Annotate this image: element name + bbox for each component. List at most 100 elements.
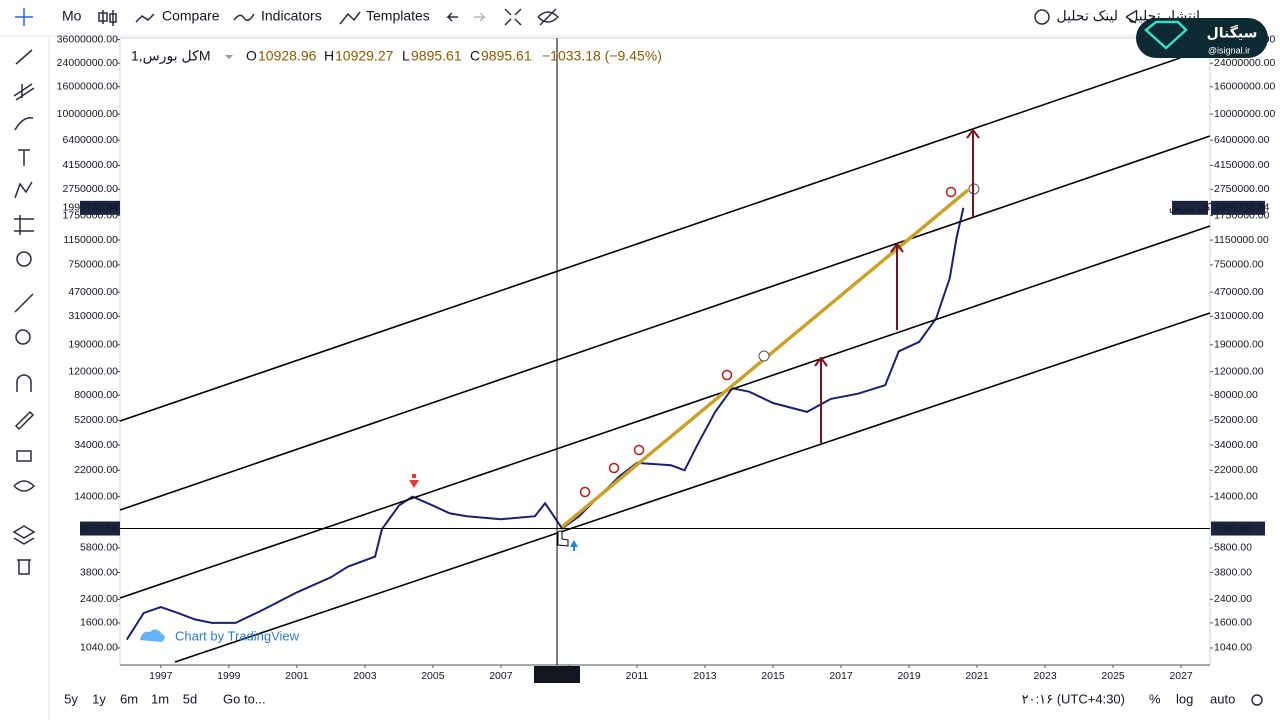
signal-marker bbox=[633, 444, 645, 456]
y-tick-label: 34000.00 bbox=[74, 439, 118, 451]
y-tick-label: 4150000.00 bbox=[1214, 159, 1270, 171]
magnet-tool[interactable] bbox=[16, 374, 32, 392]
symbol-label: کل بورس,1M bbox=[131, 48, 211, 65]
signal-marker bbox=[579, 486, 591, 498]
symbol-dropdown[interactable] bbox=[225, 55, 233, 59]
brush-tool[interactable] bbox=[14, 117, 34, 131]
y-tick-label: 6400000.00 bbox=[63, 134, 119, 146]
signal-marker bbox=[721, 369, 733, 381]
object-tree-tool[interactable] bbox=[12, 525, 36, 545]
interval-button[interactable]: Mo bbox=[62, 8, 82, 24]
share-icon[interactable] bbox=[1125, 10, 1137, 24]
y-tick-label: 10000000.00 bbox=[57, 108, 118, 120]
templates-button[interactable]: Templates bbox=[366, 8, 430, 24]
hide-button[interactable] bbox=[537, 8, 560, 26]
chart: 36000000.0036000000.0024000000.002400000… bbox=[57, 33, 1275, 683]
y-tick-label: 24000000.00 bbox=[1214, 57, 1275, 69]
goto-button[interactable]: Go to... bbox=[223, 691, 266, 706]
price-marker-label: 8093.60 bbox=[80, 522, 118, 534]
plot-area bbox=[119, 37, 1211, 666]
y-tick-label: 1600.00 bbox=[1214, 617, 1252, 629]
indicators-icon[interactable] bbox=[233, 13, 255, 21]
y-tick-label: 52000.00 bbox=[1214, 414, 1258, 426]
log-button[interactable]: log bbox=[1176, 691, 1193, 706]
y-tick-label: 24000000.00 bbox=[57, 57, 118, 69]
range-button[interactable]: 1y bbox=[92, 691, 106, 706]
x-tick-label: 2005 bbox=[421, 670, 445, 682]
visibility-tool[interactable] bbox=[13, 480, 36, 492]
price-marker-box bbox=[1211, 200, 1265, 215]
settings-button[interactable] bbox=[1034, 9, 1050, 25]
icon-tool[interactable] bbox=[16, 251, 32, 267]
pattern-tool[interactable] bbox=[14, 181, 33, 199]
close-value: 9895.61 bbox=[481, 48, 532, 64]
x-tick-label: 1997 bbox=[149, 670, 173, 682]
x-tick-label: 2011 bbox=[626, 670, 649, 682]
templates-icon[interactable] bbox=[339, 11, 361, 25]
bottom-bar bbox=[50, 686, 1280, 720]
up-arrow bbox=[966, 128, 980, 217]
x-tick-label: 2019 bbox=[897, 670, 921, 682]
y-tick-label: 310000.00 bbox=[1214, 310, 1264, 322]
y-tick-label: 310000.00 bbox=[68, 310, 118, 322]
range-buttons: 5y 1y 6m 1m 5d bbox=[64, 691, 197, 706]
fib-tool[interactable] bbox=[13, 83, 35, 101]
up-arrow bbox=[814, 356, 828, 443]
watermark-logo bbox=[140, 629, 165, 642]
y-tick-label: 34000.00 bbox=[1214, 439, 1258, 451]
low-key: L bbox=[402, 48, 410, 64]
percent-button[interactable]: % bbox=[1149, 691, 1161, 706]
y-tick-label: 52000.00 bbox=[74, 414, 118, 426]
crosshair-tool[interactable] bbox=[15, 8, 33, 26]
y-tick-label: 4150000.00 bbox=[63, 159, 119, 171]
left-toolbar bbox=[0, 37, 49, 720]
logo-name: سیگنال bbox=[1207, 25, 1258, 41]
stay-drawing-tool[interactable] bbox=[14, 410, 35, 431]
compare-icon[interactable] bbox=[135, 13, 155, 23]
signal-markers bbox=[579, 186, 957, 498]
y-tick-label: 80000.00 bbox=[1214, 389, 1258, 401]
chart-type-button[interactable] bbox=[98, 10, 117, 26]
range-button[interactable]: 5y bbox=[64, 691, 78, 706]
change-value: −1033.18 (−9.45%) bbox=[542, 48, 662, 64]
x-tick-label: 2023 bbox=[1033, 670, 1057, 682]
watermark[interactable]: Chart by TradingView bbox=[175, 628, 300, 643]
signal-marker bbox=[945, 186, 957, 198]
measure-tool[interactable] bbox=[14, 293, 34, 313]
cursor bbox=[557, 530, 569, 547]
channel-line bbox=[119, 57, 1181, 422]
clock: ۲۰:۱۶ (UTC+4:30) bbox=[1022, 691, 1125, 706]
prediction-tool[interactable] bbox=[14, 215, 34, 235]
range-button[interactable]: 6m bbox=[120, 691, 138, 706]
y-tick-label: 16000000.00 bbox=[57, 81, 118, 93]
range-button[interactable]: 1m bbox=[151, 691, 169, 706]
fullscreen-button[interactable] bbox=[504, 8, 522, 26]
y-tick-label: 120000.00 bbox=[68, 365, 118, 377]
compare-button[interactable]: Compare bbox=[162, 8, 220, 24]
auto-button[interactable]: auto bbox=[1210, 691, 1235, 706]
redo-button[interactable] bbox=[474, 12, 486, 22]
indicators-button[interactable]: Indicators bbox=[261, 8, 322, 24]
high-key: H bbox=[324, 48, 334, 64]
drawing-tools bbox=[12, 49, 36, 575]
signal-marker bbox=[608, 462, 620, 474]
text-tool[interactable] bbox=[18, 149, 30, 166]
x-tick-label: 2017 bbox=[829, 670, 853, 682]
low-value: 9895.61 bbox=[411, 48, 462, 64]
lock-tool[interactable] bbox=[16, 450, 32, 462]
price-marker-label: 1999738.34 bbox=[1214, 202, 1270, 214]
y-tick-label: 190000.00 bbox=[68, 339, 118, 351]
y-tick-label: 190000.00 bbox=[1214, 339, 1264, 351]
y-tick-label: 5800.00 bbox=[80, 542, 118, 554]
price-marker-box bbox=[1211, 521, 1265, 536]
zoom-tool[interactable] bbox=[15, 329, 31, 345]
axis-settings[interactable] bbox=[1251, 694, 1263, 706]
delete-tool[interactable] bbox=[17, 559, 31, 575]
y-tick-label: 5800.00 bbox=[1214, 542, 1252, 554]
trend-line-tool[interactable] bbox=[15, 49, 33, 65]
undo-button[interactable] bbox=[446, 12, 458, 22]
link-analysis-button[interactable]: لینک تحلیل bbox=[1056, 8, 1118, 24]
range-button[interactable]: 5d bbox=[183, 691, 197, 706]
y-tick-label: 1040.00 bbox=[80, 642, 118, 654]
